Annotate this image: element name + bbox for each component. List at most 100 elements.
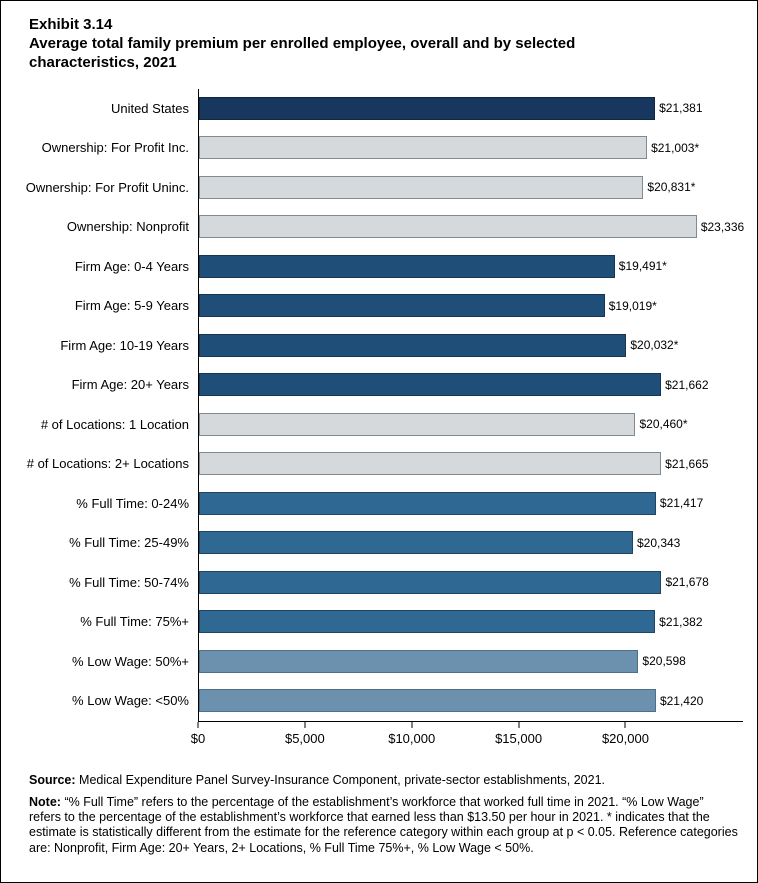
x-tick	[411, 721, 413, 728]
bar-track: $21,381	[198, 88, 743, 129]
value-label: $20,343	[636, 535, 681, 550]
x-tick	[518, 721, 520, 728]
bar-track: $21,662	[198, 365, 743, 405]
bar-row: % Full Time: 75%+ $21,382	[1, 602, 757, 642]
bar	[199, 412, 636, 436]
category-label: % Full Time: 25-49%	[69, 535, 189, 551]
bar-row: % Low Wage: <50% $21,420	[1, 681, 757, 721]
bar-track: $21,417	[198, 483, 743, 524]
value-label: $21,662	[665, 377, 709, 392]
x-tick	[197, 721, 199, 728]
bar-row: United States $21,381	[1, 88, 757, 129]
bar	[199, 254, 615, 278]
note-label: Note:	[29, 794, 61, 809]
x-axis-spacer	[1, 721, 198, 757]
x-tick-label: $5,000	[284, 730, 325, 746]
exhibit-number: Exhibit 3.14	[29, 16, 113, 33]
bar-row: Ownership: For Profit Inc. $21,003*	[1, 128, 757, 168]
bar-track: $20,460*	[198, 404, 743, 445]
title-block: Exhibit 3.14 Average total family premiu…	[1, 15, 757, 73]
value-label: $21,382	[659, 614, 703, 629]
x-tick	[624, 721, 626, 728]
category-label: Firm Age: 0-4 Years	[74, 258, 189, 274]
bar	[199, 531, 633, 555]
value-label: $20,032*	[630, 338, 679, 353]
source-text: Medical Expenditure Panel Survey-Insuran…	[79, 772, 606, 787]
category-label: Ownership: Nonprofit	[66, 219, 189, 235]
bar	[199, 175, 644, 199]
value-label: $20,460*	[639, 417, 688, 432]
bar-rows: United States $21,381 Ownership: For Profi…	[1, 88, 757, 721]
bar-track: $21,003*	[198, 128, 743, 168]
category-label: % Full Time: 75%+	[80, 614, 189, 630]
bar	[199, 491, 656, 515]
bar	[199, 452, 662, 476]
bar	[199, 610, 656, 634]
bar-track: $21,665	[198, 444, 743, 484]
bar-row: Firm Age: 20+ Years $21,662	[1, 365, 757, 405]
bar-row: # of Locations: 2+ Locations $21,665	[1, 444, 757, 484]
category-label: Ownership: For Profit Uninc.	[25, 179, 189, 195]
category-label: % Full Time: 0-24%	[76, 495, 189, 511]
bar	[199, 570, 662, 594]
x-tick-label: $10,000	[388, 730, 436, 746]
bar	[199, 136, 648, 160]
bar	[199, 96, 656, 120]
x-axis-line: $0 $5,000 $10,000 $15,000 $20,000	[191, 720, 743, 757]
source-label: Source:	[29, 772, 76, 787]
category-label: United States	[110, 100, 189, 116]
value-label: $21,420	[659, 693, 704, 708]
bar-track: $20,831*	[198, 167, 743, 208]
bar-row: % Full Time: 50-74% $21,678	[1, 562, 757, 603]
category-label: Firm Age: 20+ Years	[71, 377, 189, 393]
bar	[199, 333, 627, 357]
source-note: Source: Medical Expenditure Panel Survey…	[29, 773, 739, 788]
bar-row: Firm Age: 10-19 Years $20,032*	[1, 325, 757, 366]
footer: Source: Medical Expenditure Panel Survey…	[1, 757, 757, 856]
value-label: $23,336	[700, 219, 745, 234]
bar-track: $23,336	[198, 207, 745, 247]
bar-row: Ownership: For Profit Uninc. $20,831*	[1, 167, 757, 208]
category-label: Ownership: For Profit Inc.	[41, 140, 189, 156]
bar-row: # of Locations: 1 Location $20,460*	[1, 404, 757, 445]
chart-title: Average total family premium per enrolle…	[29, 35, 576, 72]
value-label: $21,665	[665, 456, 709, 471]
bar-track: $20,598	[198, 641, 743, 682]
bar	[199, 294, 605, 318]
x-tick	[304, 721, 306, 728]
bar-track: $21,382	[198, 602, 743, 642]
x-axis: $0 $5,000 $10,000 $15,000 $20,000	[1, 720, 757, 757]
category-label: % Full Time: 50-74%	[69, 574, 189, 590]
x-tick-label: $0	[190, 730, 206, 746]
x-tick-label: $20,000	[601, 730, 649, 746]
category-label: Firm Age: 10-19 Years	[60, 337, 189, 353]
value-label: $19,491*	[618, 259, 667, 274]
value-label: $21,417	[659, 496, 704, 511]
bar-chart: United States $21,381 Ownership: For Profi…	[1, 88, 757, 757]
bar-track: $20,343	[198, 523, 743, 563]
category-label: # of Locations: 2+ Locations	[26, 456, 189, 472]
category-label: Firm Age: 5-9 Years	[74, 298, 189, 314]
bar-track: $20,032*	[198, 325, 743, 366]
note-text: “% Full Time” refers to the percentage o…	[29, 794, 738, 855]
category-label: # of Locations: 1 Location	[40, 416, 189, 432]
x-tick-label: $15,000	[495, 730, 543, 746]
bar-track: $19,491*	[198, 246, 743, 287]
value-label: $21,678	[665, 575, 709, 590]
bar-track: $21,678	[198, 562, 743, 603]
category-label: % Low Wage: <50%	[72, 693, 189, 709]
bar-row: % Low Wage: 50%+ $20,598	[1, 641, 757, 682]
bar-row: % Full Time: 0-24% $21,417	[1, 483, 757, 524]
bar	[199, 689, 656, 713]
bar	[199, 215, 697, 239]
bar-row: Ownership: Nonprofit $23,336	[1, 207, 757, 247]
value-label: $20,831*	[647, 180, 696, 195]
bar-track: $21,420	[198, 681, 743, 721]
category-label: % Low Wage: 50%+	[72, 653, 189, 669]
bar-row: % Full Time: 25-49% $20,343	[1, 523, 757, 563]
bar	[199, 649, 639, 673]
bar-row: Firm Age: 5-9 Years $19,019*	[1, 286, 757, 326]
value-label: $20,598	[642, 654, 686, 669]
bar-track: $19,019*	[198, 286, 743, 326]
